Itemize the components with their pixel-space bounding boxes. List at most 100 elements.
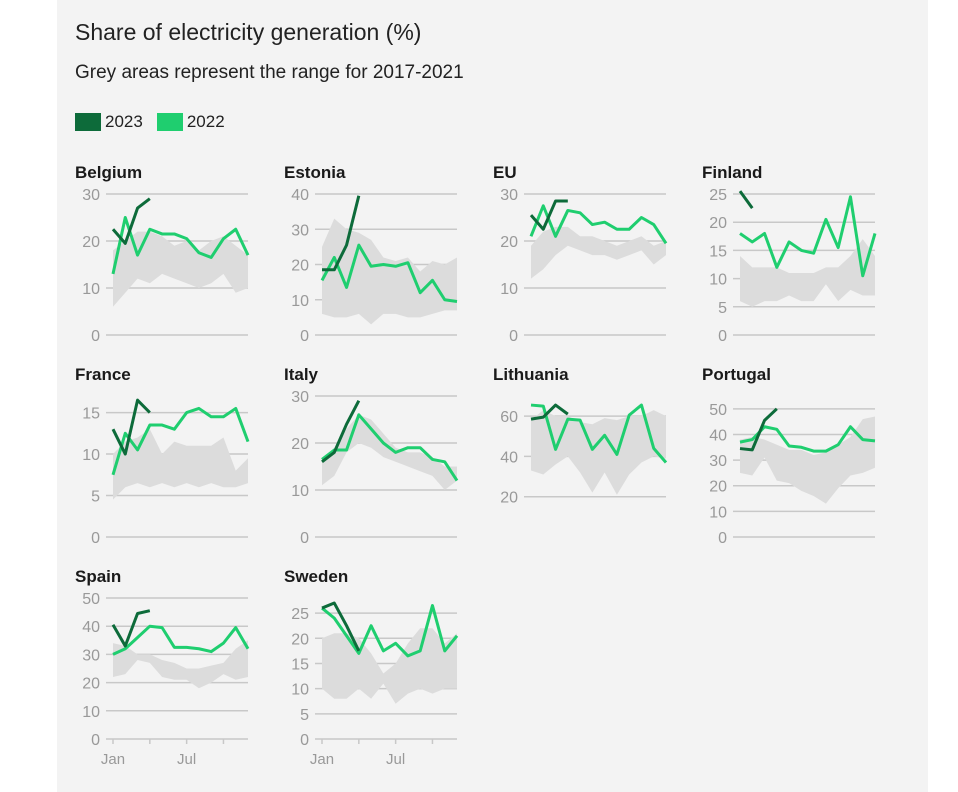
panel-sweden: Sweden 0 5 10 15 20 25 Jan Jul [284, 567, 459, 768]
range-band [322, 414, 457, 490]
y-tick-label: 0 [300, 732, 309, 749]
y-tick-label: 10 [291, 293, 309, 310]
panel-title-sweden: Sweden [284, 567, 348, 586]
y-tick-label: 20 [82, 234, 100, 251]
y-tick-label: 40 [500, 449, 518, 466]
y-tick-label: 50 [82, 591, 100, 608]
panel-belgium: Belgium 0 10 20 30 [75, 163, 250, 345]
x-tick-label: Jan [310, 751, 334, 768]
x-tick-label: Jul [177, 751, 196, 768]
legend-swatch-2022 [156, 113, 183, 131]
panel-spain: Spain 0 10 20 30 40 50 Jan Jul [75, 567, 250, 768]
y-tick-label: 0 [718, 530, 727, 547]
range-band [113, 640, 248, 689]
series-line-2022 [739, 195, 877, 278]
series-line-2022 [320, 243, 458, 303]
y-tick-label: 20 [709, 479, 727, 496]
legend-item-2022: 2022 [156, 112, 225, 132]
panel-finland: Finland 0 5 10 15 20 25 [702, 163, 877, 345]
y-tick-label: 15 [291, 656, 309, 673]
range-band [740, 416, 875, 504]
y-tick-label: 10 [709, 504, 727, 521]
series-line-2022 [321, 604, 459, 658]
panel-title-italy: Italy [284, 365, 319, 384]
panel-estonia: Estonia 0 10 20 30 40 [284, 163, 458, 345]
series-line-2023 [739, 407, 778, 452]
y-tick-label: 5 [91, 489, 100, 506]
series-line-2023 [111, 197, 151, 245]
series-line-2023 [322, 195, 361, 272]
y-tick-label: 0 [509, 328, 518, 345]
series-line-2022 [530, 403, 668, 464]
chart-panel [57, 0, 928, 792]
panel-title-finland: Finland [702, 163, 762, 182]
range-band [322, 628, 457, 704]
x-tick-label: Jul [386, 751, 405, 768]
series-line-2023 [321, 601, 361, 652]
y-tick-label: 30 [291, 222, 309, 239]
panel-title-france: France [75, 365, 131, 384]
series-line-2023 [738, 190, 754, 209]
panel-title-estonia: Estonia [284, 163, 346, 182]
y-tick-label: 30 [709, 453, 727, 470]
y-tick-label: 0 [718, 328, 727, 345]
y-tick-label: 5 [300, 707, 309, 724]
series-line-2023 [111, 398, 151, 456]
y-tick-label: 10 [291, 682, 309, 699]
y-tick-label: 10 [82, 704, 100, 721]
panel-portugal: Portugal 0 10 20 30 40 50 [702, 365, 876, 547]
panel-title-portugal: Portugal [702, 365, 771, 384]
panel-italy: Italy 0 10 20 30 [284, 365, 459, 547]
range-band [531, 226, 666, 279]
y-tick-label: 30 [82, 647, 100, 664]
y-tick-label: 10 [291, 483, 309, 500]
y-tick-label: 40 [82, 619, 100, 636]
legend-swatch-2023 [75, 113, 101, 131]
y-tick-label: 0 [91, 328, 100, 345]
panel-title-eu: EU [493, 163, 517, 182]
range-band [531, 410, 666, 495]
y-tick-label: 10 [709, 272, 727, 289]
series-line-2023 [530, 403, 569, 421]
y-tick-label: 20 [291, 631, 309, 648]
x-tick-label: Jan [101, 751, 125, 768]
panel-title-lithuania: Lithuania [493, 365, 569, 384]
panel-lithuania: Lithuania 20 40 60 [493, 365, 668, 507]
y-tick-label: 10 [500, 281, 518, 298]
y-tick-label: 30 [500, 187, 518, 204]
y-tick-label: 25 [709, 187, 727, 204]
y-tick-label: 10 [82, 447, 100, 464]
y-tick-label: 10 [82, 281, 100, 298]
series-line-2022 [321, 413, 459, 482]
y-tick-label: 20 [82, 676, 100, 693]
legend-item-2023: 2023 [75, 112, 143, 132]
y-tick-label: 30 [291, 389, 309, 406]
y-tick-label: 30 [82, 187, 100, 204]
legend-label-2023: 2023 [105, 112, 143, 131]
range-band [322, 218, 457, 325]
y-tick-label: 0 [300, 328, 309, 345]
panel-title-spain: Spain [75, 567, 121, 586]
y-tick-label: 20 [709, 215, 727, 232]
chart-note: Grey areas represent the range for 2017-… [75, 62, 464, 83]
series-line-2022 [111, 406, 250, 476]
y-tick-label: 20 [500, 234, 518, 251]
y-tick-label: 25 [291, 606, 309, 623]
legend-label-2022: 2022 [186, 112, 225, 131]
series-line-2023 [529, 199, 568, 231]
series-line-2022 [112, 624, 250, 656]
series-line-2023 [321, 400, 361, 463]
y-tick-label: 40 [709, 427, 727, 444]
panel-title-belgium: Belgium [75, 163, 142, 182]
y-tick-label: 0 [300, 530, 309, 547]
y-tick-label: 0 [91, 732, 100, 749]
y-tick-label: 15 [709, 243, 727, 260]
y-tick-label: 20 [500, 490, 518, 507]
y-tick-label: 60 [500, 409, 518, 426]
y-tick-label: 0 [91, 530, 100, 547]
y-tick-label: 15 [82, 406, 100, 423]
y-tick-label: 20 [291, 436, 309, 453]
panel-france: France 0 5 10 15 [75, 365, 250, 547]
series-line-2023 [111, 609, 151, 648]
